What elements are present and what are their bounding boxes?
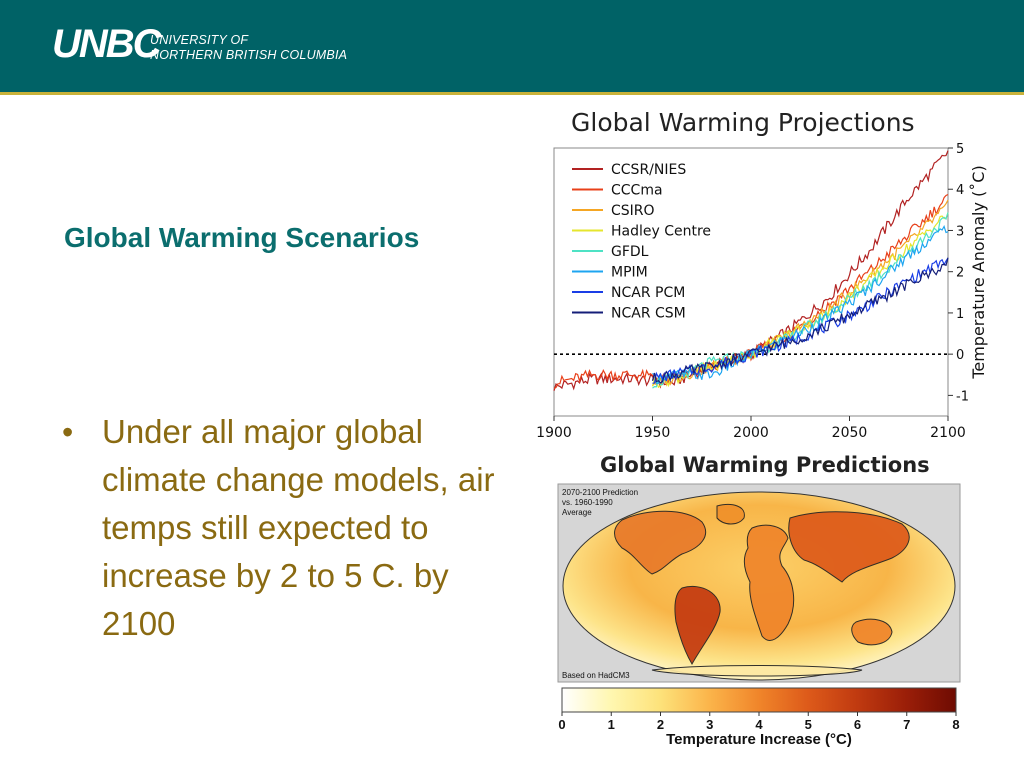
x-tick-label: 2000 xyxy=(733,425,769,441)
x-tick-label: 2050 xyxy=(832,425,868,441)
y-tick-label: 0 xyxy=(956,348,964,363)
bullet-item: • Under all major global climate change … xyxy=(60,408,500,648)
colorbar-tick-label: 4 xyxy=(755,717,763,732)
map-source-note: Based on HadCM3 xyxy=(562,671,630,680)
y-tick-label: 1 xyxy=(956,307,964,322)
continent-europe-africa xyxy=(743,524,795,641)
slide-title: Global Warming Scenarios xyxy=(64,222,420,253)
unbc-logo: UNBC xyxy=(52,22,162,66)
legend-label: MPIM xyxy=(611,265,648,281)
y-tick-label: 5 xyxy=(956,142,964,157)
legend-label: GFDL xyxy=(611,244,649,260)
continent-north-america xyxy=(614,510,707,575)
bullet-marker: • xyxy=(62,414,74,450)
x-tick-label: 2100 xyxy=(930,425,966,441)
y-axis-label: Temperature Anomaly (˚C) xyxy=(969,165,988,379)
continent-greenland xyxy=(716,504,745,525)
map-annotation-line: 2070-2100 Prediction xyxy=(562,488,638,497)
colorbar-tick-label: 6 xyxy=(854,717,861,732)
y-tick-label: 4 xyxy=(956,183,964,198)
continent-south-america xyxy=(674,586,721,665)
legend-label: CCCma xyxy=(611,183,663,199)
header-bar: UNBC UNIVERSITY OF NORTHERN BRITISH COLU… xyxy=(0,0,1024,95)
series-line-gfdl xyxy=(652,212,949,389)
y-tick-label: 3 xyxy=(956,224,964,239)
projections-chart-title: Global Warming Projections xyxy=(571,108,915,137)
y-tick-label: 2 xyxy=(956,266,964,281)
series-line-csiro xyxy=(652,199,949,387)
colorbar-tick-label: 2 xyxy=(657,717,664,732)
legend-label: CCSR/NIES xyxy=(611,162,686,178)
colorbar-tick-label: 7 xyxy=(903,717,910,732)
series-line-ncar-csm xyxy=(651,257,949,384)
continent-antarctica xyxy=(651,665,863,677)
y-tick-label: -1 xyxy=(956,389,969,404)
map-annotation-line: Average xyxy=(562,508,592,517)
colorbar xyxy=(561,687,957,713)
university-name-line2: NORTHERN BRITISH COLUMBIA xyxy=(150,48,348,62)
legend-label: NCAR PCM xyxy=(611,285,685,301)
legend-label: NCAR CSM xyxy=(611,306,686,322)
colorbar-tick-label: 0 xyxy=(558,717,565,732)
map-annotation-line: vs. 1960-1990 xyxy=(562,498,613,507)
continent-australia xyxy=(851,618,893,646)
colorbar-tick-label: 1 xyxy=(608,717,615,732)
colorbar-tick-label: 5 xyxy=(805,717,812,732)
continent-asia xyxy=(788,511,910,583)
predictions-map-title: Global Warming Predictions xyxy=(600,453,930,477)
university-name-line1: UNIVERSITY OF xyxy=(150,33,249,47)
series-line-ccsr-nies xyxy=(553,150,949,391)
bullet-list: • Under all major global climate change … xyxy=(60,408,500,648)
colorbar-label: Temperature Increase (°C) xyxy=(666,731,852,748)
x-tick-label: 1900 xyxy=(536,425,572,441)
x-tick-label: 1950 xyxy=(635,425,671,441)
bullet-text: Under all major global climate change mo… xyxy=(102,413,495,642)
series-line-cccma xyxy=(553,193,949,390)
plot-area xyxy=(553,147,949,417)
legend-label: Hadley Centre xyxy=(611,224,711,240)
university-name: UNIVERSITY OF NORTHERN BRITISH COLUMBIA xyxy=(150,33,347,63)
colorbar-tick-label: 3 xyxy=(706,717,713,732)
projections-chart: 1900 1950 2000 2050 2100 -1 0 1 2 3 4 5 Temperature … xyxy=(536,142,988,441)
series-line-mpim xyxy=(652,225,949,385)
colorbar-tick-label: 8 xyxy=(952,717,959,732)
legend-label: CSIRO xyxy=(611,203,655,219)
